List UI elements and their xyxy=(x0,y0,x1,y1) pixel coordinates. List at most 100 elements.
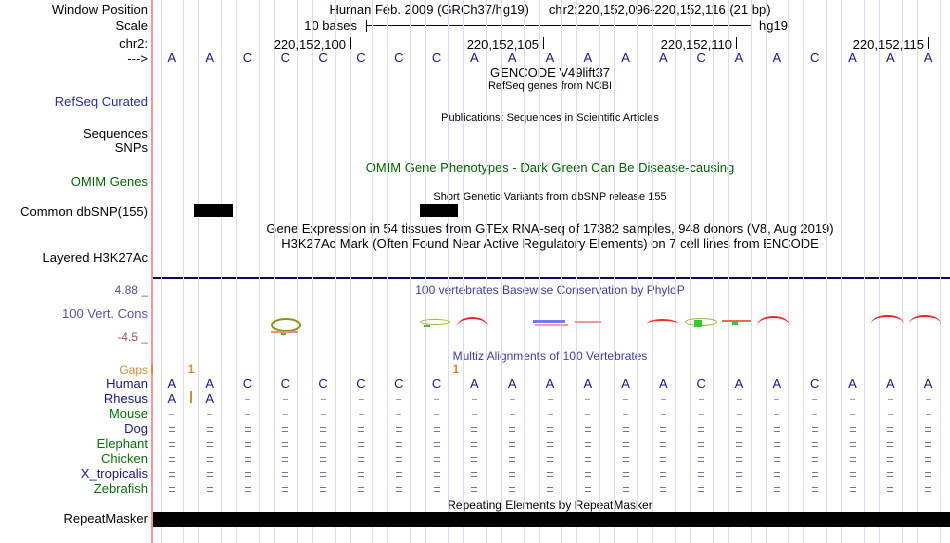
track-label-sequences[interactable]: Sequences xyxy=(82,126,148,141)
align-unalignable-mark xyxy=(660,487,667,492)
repeat-item[interactable] xyxy=(153,512,950,527)
align-gap-dash xyxy=(245,399,250,401)
track-label-layered-h3k27ac[interactable]: Layered H3K27Ac xyxy=(42,250,148,265)
align-unalignable-mark xyxy=(773,457,780,462)
align-gap-dash xyxy=(623,414,629,416)
align-base-letter: C xyxy=(242,376,253,391)
track-label-species-zebrafish[interactable]: Zebrafish xyxy=(93,481,148,496)
base-letter: A xyxy=(848,50,857,65)
track-label-common-dbsnp[interactable]: Common dbSNP(155) xyxy=(20,204,148,219)
track-label-snps[interactable]: SNPs xyxy=(114,140,148,155)
align-unalignable-mark xyxy=(773,427,780,432)
track-title-refseq[interactable]: RefSeq genes from NCBI xyxy=(487,80,613,92)
track-title-h3k27ac[interactable]: H3K27Ac Mark (Often Found Near Active Re… xyxy=(281,236,819,251)
align-gap-dash xyxy=(736,399,742,401)
align-unalignable-mark xyxy=(471,427,478,432)
align-unalignable-mark xyxy=(471,442,478,447)
track-label-100-vert-cons[interactable]: 100 Vert. Cons xyxy=(62,306,148,321)
align-unalignable-mark xyxy=(547,442,553,447)
track-title-repeatmasker[interactable]: Repeating Elements by RepeatMasker xyxy=(447,498,653,512)
align-unalignable-mark xyxy=(811,442,818,447)
align-unalignable-mark xyxy=(433,442,440,447)
gridline xyxy=(727,0,729,543)
align-unalignable-mark xyxy=(395,487,402,492)
align-gap-dash xyxy=(698,414,704,416)
track-title-publications[interactable]: Publications: Sequences in Scientific Ar… xyxy=(441,112,659,124)
align-gap-dash xyxy=(547,414,553,416)
position-title: chr2:220,152,096-220,152,116 (21 bp) xyxy=(548,2,771,17)
strand-direction-label: ---> xyxy=(127,51,148,66)
track-label-species-elephant[interactable]: Elephant xyxy=(96,436,148,451)
align-unalignable-mark xyxy=(320,427,327,432)
base-letter: A xyxy=(659,50,668,65)
align-unalignable-mark xyxy=(547,487,553,492)
track-title-multiz[interactable]: Multiz Alignments of 100 Vertebrates xyxy=(452,349,648,363)
gridline xyxy=(712,0,714,543)
track-label-species-chicken[interactable]: Chicken xyxy=(101,451,148,466)
track-title-gencode[interactable]: GENCODE V49lift37 xyxy=(490,65,610,80)
base-letter: C xyxy=(696,50,706,65)
align-unalignable-mark xyxy=(206,442,213,447)
align-base-letter: A xyxy=(470,376,479,391)
track-label-repeatmasker[interactable]: RepeatMasker xyxy=(63,511,148,526)
snp-item[interactable] xyxy=(420,204,458,217)
conservation-glyph xyxy=(271,318,301,332)
track-label-species-human[interactable]: Human xyxy=(106,376,148,391)
align-insertion-mark xyxy=(189,391,192,403)
track-label-species-dog[interactable]: Dog xyxy=(124,421,148,436)
align-unalignable-mark xyxy=(660,457,667,462)
gridline xyxy=(334,0,336,543)
align-unalignable-mark xyxy=(282,442,289,447)
align-unalignable-mark xyxy=(887,427,894,432)
track-label-species-x_tropicalis[interactable]: X_tropicalis xyxy=(80,466,148,481)
track-title-gtex[interactable]: Gene Expression in 54 tissues from GTEx … xyxy=(266,221,834,236)
align-gap-dash xyxy=(812,399,818,401)
track-label-gaps[interactable]: Gaps xyxy=(119,363,148,377)
track-title-phylop[interactable]: 100 vertebrates Basewise Conservation by… xyxy=(415,283,685,297)
gridline xyxy=(901,0,903,543)
align-base-letter: C xyxy=(696,376,706,391)
align-gap-dash xyxy=(207,414,213,416)
phylop-upper-limit-line xyxy=(153,277,950,279)
track-label-omim-genes[interactable]: OMIM Genes xyxy=(70,174,148,189)
track-title-omim[interactable]: OMIM Gene Phenotypes - Dark Green Can Be… xyxy=(365,160,735,175)
align-unalignable-mark xyxy=(471,472,478,477)
snp-item[interactable] xyxy=(194,204,233,217)
align-base-letter: A xyxy=(205,376,215,391)
align-unalignable-mark xyxy=(395,457,402,462)
align-unalignable-mark xyxy=(358,457,364,462)
conservation-glyph xyxy=(457,317,488,327)
align-unalignable-mark xyxy=(509,487,516,492)
scale-value: 10 bases xyxy=(304,18,357,33)
align-gap-dash xyxy=(736,414,742,416)
gap-count: 1 xyxy=(452,362,460,376)
align-gap-dash xyxy=(396,414,402,416)
gridline xyxy=(561,0,563,543)
gridline xyxy=(273,0,275,543)
align-base-letter: A xyxy=(734,376,744,391)
align-unalignable-mark xyxy=(622,472,629,477)
align-unalignable-mark xyxy=(206,472,213,477)
conservation-glyph xyxy=(647,319,678,324)
conservation-glyph xyxy=(722,320,751,322)
track-label-species-mouse[interactable]: Mouse xyxy=(108,406,148,421)
coordinate-tick-mark xyxy=(350,37,351,49)
align-unalignable-mark xyxy=(244,487,251,492)
track-label-species-rhesus[interactable]: Rhesus xyxy=(103,391,148,406)
gridline xyxy=(576,0,578,543)
gridline xyxy=(803,0,805,543)
align-unalignable-mark xyxy=(887,457,894,462)
align-base-letter: C xyxy=(809,376,820,391)
gridline xyxy=(311,0,313,543)
align-gap-dash xyxy=(774,414,780,416)
track-title-dbsnp[interactable]: Short Genetic Variants from dbSNP releas… xyxy=(433,191,667,203)
scale-label: Scale xyxy=(115,18,148,33)
track-label-refseq-curated[interactable]: RefSeq Curated xyxy=(54,94,148,109)
gap-edge-tick xyxy=(151,365,153,374)
gridline xyxy=(425,0,427,543)
base-letter: A xyxy=(205,50,215,65)
align-unalignable-mark xyxy=(925,457,932,462)
align-unalignable-mark xyxy=(395,472,402,477)
align-gap-dash xyxy=(698,399,704,401)
align-gap-dash xyxy=(282,414,288,416)
